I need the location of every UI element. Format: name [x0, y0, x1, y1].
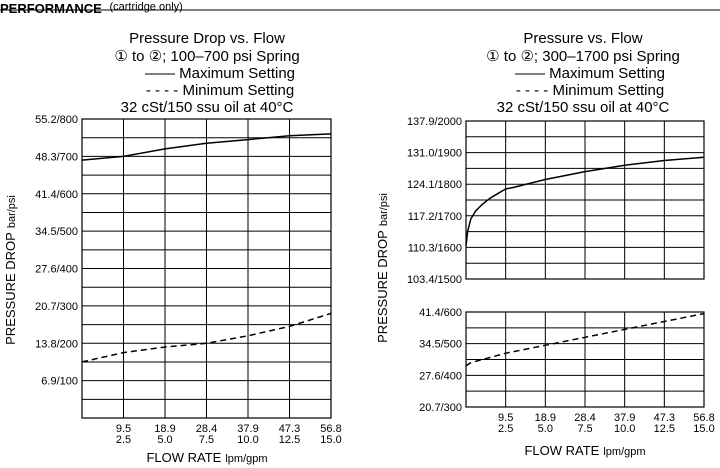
- right-chart-lower-xtick-gpm: 2.5: [498, 423, 513, 435]
- right-chart-lower-xtick-gpm: 5.0: [538, 423, 553, 435]
- left-chart-ytick-label: 13.8/200: [35, 338, 78, 350]
- right-chart-upper-frame: [465, 120, 705, 280]
- plot-layer: 55.2/800 48.3/700 41.4/600 34.5/500 27.6/400…: [3, 114, 715, 465]
- left-chart-title: Pressure Drop vs. Flow: [129, 30, 285, 47]
- right-legend-max: —— Maximum Setting: [515, 65, 665, 82]
- right-chart-lower-xtick-gpm: 12.5: [654, 423, 675, 435]
- left-chart-xtick-lpm: 37.9: [237, 423, 258, 435]
- right-chart-lower-xtick-lpm: 9.5: [498, 412, 513, 424]
- right-chart-lower-series-minimum-line: [465, 312, 705, 367]
- left-chart-xtick-lpm: 47.3: [279, 423, 300, 435]
- left-chart-series-maximum-line: [81, 133, 332, 161]
- right-chart-ylabel-unit: bar/psi: [378, 193, 390, 226]
- left-chart-xtick-gpm: 15.0: [320, 434, 341, 446]
- right-chart-xlabel: FLOW RATE lpm/gpm: [524, 443, 645, 458]
- section-header-subtitle: (cartridge only): [109, 1, 182, 13]
- left-chart-ytick-label: 27.6/400: [35, 264, 78, 276]
- right-chart-lower-panel: 41.4/600 34.5/500 27.6/400 20.7/300 9.52.5 18…: [419, 307, 715, 435]
- left-legend-max: —— Maximum Setting: [145, 65, 295, 82]
- right-chart-upper-ytick-label: 124.1/1800: [407, 179, 462, 191]
- left-chart-xtick-lpm: 18.9: [154, 423, 175, 435]
- right-chart-upper-ytick-label: 103.4/1500: [407, 274, 462, 286]
- right-chart-upper-ytick-label: 137.9/2000: [407, 116, 462, 128]
- right-chart-lower-xtick-gpm: 7.5: [577, 423, 592, 435]
- left-chart-xlabel-main: FLOW RATE: [146, 450, 221, 465]
- right-chart-ylabel: PRESSURE DROP bar/psi: [375, 193, 390, 343]
- right-chart-lower-xtick-lpm: 47.3: [654, 412, 675, 424]
- left-chart-ytick-label: 34.5/500: [35, 226, 78, 238]
- right-chart-lower-xtick-lpm: 37.9: [614, 412, 635, 424]
- left-chart-ytick-label: 6.9/100: [41, 376, 78, 388]
- left-chart-series-minimum-line: [81, 312, 332, 363]
- right-chart-lower-xtick-gpm: 15.0: [693, 423, 714, 435]
- right-chart-condition: 32 cSt/150 ssu oil at 40°C: [497, 99, 670, 116]
- right-chart-lower-xtick-lpm: 28.4: [574, 412, 595, 424]
- right-chart-upper-ytick-label: 110.3/1600: [408, 242, 462, 254]
- left-chart-ytick-label: 20.7/300: [35, 301, 78, 313]
- right-chart-lower-ytick-label: 34.5/500: [419, 339, 462, 351]
- section-header-title: PERFORMANCE: [0, 1, 102, 16]
- left-chart-frame: [81, 118, 332, 419]
- right-chart-title: Pressure vs. Flow: [523, 30, 642, 47]
- right-legend-min: - - - - Minimum Setting: [516, 82, 664, 99]
- right-chart-upper-panel: 137.9/2000 131.0/1900 124.1/1800 117.2/1700…: [407, 116, 705, 286]
- left-chart-ylabel-unit: bar/psi: [6, 195, 18, 228]
- left-chart-xtick-gpm: 5.0: [157, 434, 172, 446]
- right-chart-ylabel-main: PRESSURE DROP: [375, 230, 390, 343]
- left-chart-xtick-gpm: 12.5: [279, 434, 300, 446]
- right-chart-heading: Pressure vs. Flow ① to ②; 300–1700 psi S…: [486, 30, 680, 116]
- right-chart-lower-xtick-lpm: 56.8: [693, 412, 714, 424]
- left-chart-xlabel: FLOW RATE lpm/gpm: [146, 450, 267, 465]
- left-chart-xlabel-unit: lpm/gpm: [225, 453, 267, 465]
- right-chart-lower-xtick-gpm: 10.0: [614, 423, 635, 435]
- left-chart-subtitle: ① to ②; 100–700 psi Spring: [114, 48, 299, 65]
- left-legend-min: - - - - Minimum Setting: [146, 82, 294, 99]
- left-chart-heading: Pressure Drop vs. Flow ① to ②; 100–700 p…: [114, 30, 299, 116]
- left-chart-ytick-label: 48.3/700: [35, 151, 78, 163]
- left-chart-xtick-lpm: 56.8: [320, 423, 341, 435]
- right-chart-lower-ytick-label: 27.6/400: [419, 370, 462, 382]
- right-chart-xlabel-main: FLOW RATE: [524, 443, 599, 458]
- left-chart-panel: 55.2/800 48.3/700 41.4/600 34.5/500 27.6/400…: [35, 114, 342, 446]
- right-chart-lower-frame: [465, 311, 705, 408]
- left-chart-xtick-gpm: 7.5: [199, 434, 214, 446]
- left-chart-ytick-label: 55.2/800: [35, 114, 78, 126]
- section-header: PERFORMANCE (cartridge only): [0, 1, 183, 16]
- right-chart-upper-ytick-label: 131.0/1900: [407, 148, 462, 160]
- right-chart-lower-ytick-label: 41.4/600: [419, 307, 462, 319]
- right-chart-lower-ytick-label: 20.7/300: [419, 402, 462, 414]
- left-chart-xtick-lpm: 9.5: [116, 423, 131, 435]
- left-chart-ylabel: PRESSURE DROP bar/psi: [3, 195, 18, 345]
- right-chart-lower-xtick-lpm: 18.9: [535, 412, 556, 424]
- left-chart-ylabel-main: PRESSURE DROP: [3, 232, 18, 345]
- left-chart-xtick-gpm: 2.5: [116, 434, 131, 446]
- right-chart-upper-ytick-label: 117.2/1700: [408, 211, 462, 223]
- right-chart-upper-series-maximum-line: [465, 156, 705, 246]
- left-chart-condition: 32 cSt/150 ssu oil at 40°C: [121, 99, 294, 116]
- left-chart-xtick-gpm: 10.0: [237, 434, 258, 446]
- left-chart-xtick-lpm: 28.4: [196, 423, 217, 435]
- right-chart-subtitle: ① to ②; 300–1700 psi Spring: [486, 48, 680, 65]
- left-chart-ytick-label: 41.4/600: [35, 189, 78, 201]
- right-chart-xlabel-unit: lpm/gpm: [603, 446, 645, 458]
